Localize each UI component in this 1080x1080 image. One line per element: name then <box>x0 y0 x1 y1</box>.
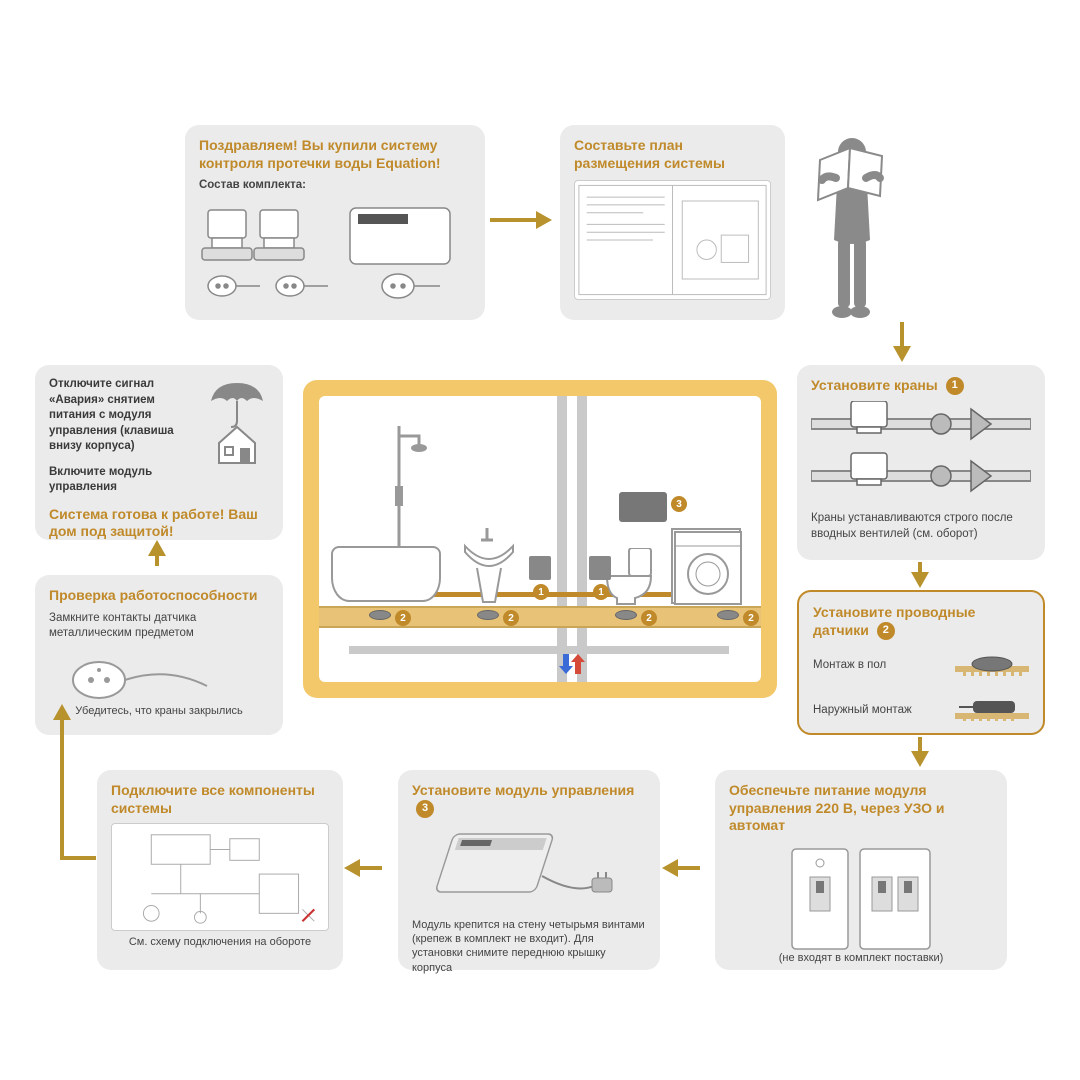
step-valves: Установите краны 1 Краны устанавливаются… <box>797 365 1045 560</box>
control-module-icon <box>619 492 667 522</box>
sensor-dot <box>615 610 637 620</box>
step-congrats: Поздравляем! Вы купили систему контроля … <box>185 125 485 320</box>
sensors-row2-label: Наружный монтаж <box>813 703 912 719</box>
step-valves-title: Установите краны 1 <box>811 377 1031 395</box>
washer-icon <box>671 528 741 604</box>
step-module-title-text: Установите модуль управления <box>412 782 634 798</box>
step-test-line1: Замкните контакты датчика металлическим … <box>49 611 269 642</box>
sink-icon <box>459 526 519 611</box>
step-valves-note: Краны устанавливаются строго после вводн… <box>811 511 1031 542</box>
tag-2b: 2 <box>503 610 519 626</box>
step-congrats-subtitle: Состав комплекта: <box>199 178 471 194</box>
step-connect-note: См. схему подключения на обороте <box>111 935 329 949</box>
step-ready-line2: Включите модуль управления <box>49 465 197 496</box>
arrowhead <box>893 346 911 362</box>
sensor-dot <box>477 610 499 620</box>
badge-1: 1 <box>946 377 964 395</box>
step-congrats-title: Поздравляем! Вы купили систему контроля … <box>199 137 471 172</box>
breaker-illustration <box>729 841 993 951</box>
toilet-icon <box>605 548 655 611</box>
step-power: Обеспечьте питание модуля управления 220… <box>715 770 1007 970</box>
valve-1-icon <box>529 556 551 580</box>
sensor-surface-icon <box>955 695 1029 726</box>
sensors-row1-label: Монтаж в пол <box>813 658 886 674</box>
step-connect-title: Подключите все компоненты системы <box>111 782 329 817</box>
step-valves-title-text: Установите краны <box>811 377 938 393</box>
sensor-dot <box>369 610 391 620</box>
step-connect: Подключите все компоненты системы См. сх… <box>97 770 343 970</box>
kit-illustration <box>199 202 471 302</box>
step-module: Установите модуль управления 3 Модуль кр… <box>398 770 660 970</box>
arrowhead <box>536 211 552 229</box>
step-power-note: (не входят в комплект поставки) <box>729 951 993 965</box>
step-sensors: Установите проводные датчики 2 Монтаж в … <box>797 590 1045 735</box>
tag-2a: 2 <box>395 610 411 626</box>
sensor-test-icon <box>49 642 269 704</box>
person-reading-icon <box>800 130 895 320</box>
arrow <box>60 856 96 860</box>
step-power-title: Обеспечьте питание модуля управления 220… <box>729 782 993 835</box>
arrowhead <box>344 859 360 877</box>
tag-1a: 1 <box>533 584 549 600</box>
arrowhead <box>148 540 166 556</box>
step-sensors-title: Установите проводные датчики 2 <box>813 604 1029 640</box>
badge-2: 2 <box>877 622 895 640</box>
sensor-dot <box>717 610 739 620</box>
wiring-diagram-icon <box>111 823 329 931</box>
shower-icon <box>389 426 429 561</box>
arrow <box>490 218 536 222</box>
tag-2c: 2 <box>641 610 657 626</box>
arrow <box>678 866 700 870</box>
step-module-note: Модуль крепится на стену четырьмя винтам… <box>412 918 646 975</box>
sensor-flush-icon <box>955 650 1029 681</box>
tag-1b: 1 <box>593 584 609 600</box>
arrow <box>60 720 64 860</box>
step-plan: Составьте план размещения системы <box>560 125 785 320</box>
step-ready: Отключите сигнал «Авария» снятием питани… <box>35 365 283 540</box>
arrow <box>918 737 922 751</box>
step-plan-title: Составьте план размещения системы <box>574 137 771 172</box>
tag-2d: 2 <box>743 610 759 626</box>
plan-booklet-icon <box>574 180 771 300</box>
central-bathroom-diagram: 3 1 1 2 2 2 2 <box>303 380 777 698</box>
tag-3: 3 <box>671 496 687 512</box>
step-test-title: Проверка работоспособности <box>49 587 269 605</box>
step-module-title: Установите модуль управления 3 <box>412 782 646 818</box>
arrowhead <box>911 751 929 767</box>
valve-2-icon <box>589 556 611 580</box>
step-ready-title: Система готова к работе! Ваш дом под защ… <box>49 506 269 541</box>
step-test-note: Убедитесь, что краны закрылись <box>49 704 269 718</box>
step-test: Проверка работоспособности Замкните конт… <box>35 575 283 735</box>
umbrella-house-icon <box>205 377 269 496</box>
arrow <box>155 556 159 566</box>
step-ready-line1: Отключите сигнал «Авария» снятием питани… <box>49 377 197 455</box>
badge-3: 3 <box>416 800 434 818</box>
arrowhead <box>662 859 678 877</box>
arrow <box>360 866 382 870</box>
arrowhead <box>911 572 929 588</box>
module-illustration <box>412 824 646 918</box>
arrowhead <box>53 704 71 720</box>
arrow <box>918 562 922 572</box>
central-inner: 3 1 1 2 2 2 2 <box>319 396 761 682</box>
arrow <box>900 322 904 346</box>
valve-install-illustration <box>811 401 1031 511</box>
